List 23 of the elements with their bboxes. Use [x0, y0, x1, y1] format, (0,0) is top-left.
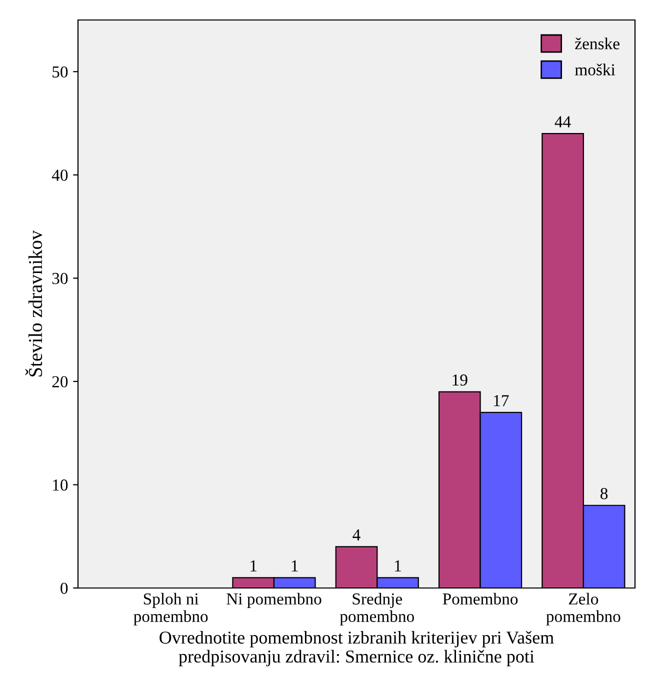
- data-label: 1: [395, 560, 401, 572]
- data-label: 1: [292, 560, 298, 572]
- y-tick-label: 40: [52, 170, 68, 181]
- y-axis-title: Število zdravnikov: [25, 230, 42, 376]
- data-label: 8: [600, 488, 608, 500]
- data-label: 44: [554, 116, 571, 128]
- x-tick-label: Srednje pomembno: [340, 592, 414, 626]
- y-tick-label: 50: [52, 66, 68, 78]
- data-label: 1: [250, 560, 257, 572]
- data-label: 17: [494, 395, 509, 406]
- x-axis-title: Ovrednotite pomembnost izbranih kriterijev pri Vašem predpisovanju zdravil: Smernice oz. klinične poti: [160, 630, 554, 666]
- y-tick-label: 30: [52, 272, 68, 284]
- x-tick-label: Zelo pomembno: [546, 592, 620, 626]
- x-tick-label: Sploh ni pomembno: [134, 592, 208, 626]
- x-tick-label: Ni pomembno: [226, 592, 322, 608]
- data-label: 4: [352, 529, 360, 540]
- data-label: 19: [452, 374, 468, 386]
- legend-label: ženske: [575, 38, 620, 50]
- y-tick-label: 10: [53, 479, 68, 491]
- y-tick-label: 0: [60, 582, 68, 594]
- y-tick-label: 20: [52, 376, 68, 388]
- x-tick-label: Pomembno: [442, 592, 518, 605]
- legend-label: moški: [575, 64, 616, 76]
